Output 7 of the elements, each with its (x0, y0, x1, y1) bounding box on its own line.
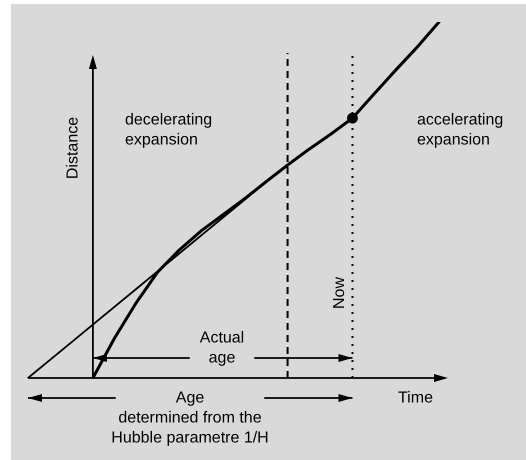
annotation: decelerating expansion (125, 111, 212, 148)
annotation: Now (330, 276, 348, 310)
x-axis-title: Time (398, 389, 434, 406)
annotation: accelerating expansion (417, 111, 504, 148)
y-axis-title: Distance (64, 116, 82, 180)
annotation: Actual age (200, 329, 244, 366)
text: Age determined from the Hubble parametre 1/H (111, 389, 269, 446)
